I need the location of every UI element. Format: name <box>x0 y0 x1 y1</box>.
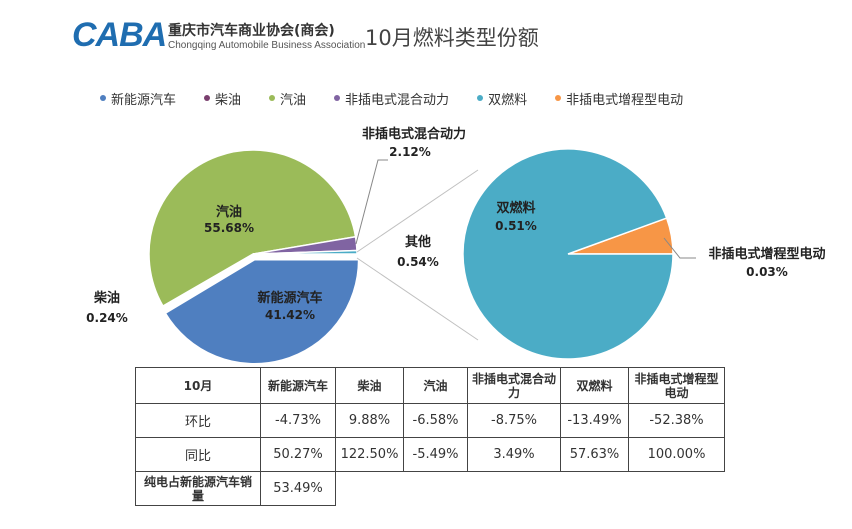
slice-value-label: 0.54% <box>397 255 439 269</box>
logo-english-name: Chongqing Automobile Business Associatio… <box>168 40 366 51</box>
leader-line <box>663 237 696 259</box>
legend-label: 柴油 <box>215 92 242 108</box>
row-label: 纯电占新能源汽车销量 <box>135 471 261 506</box>
legend-marker <box>269 95 276 101</box>
slice-label: 非插电式混合动力 <box>362 126 466 142</box>
table-header-cell: 非插电式增程型电动 <box>628 367 725 404</box>
slice-label: 汽油 <box>216 204 242 220</box>
legend-label: 非插电式混合动力 <box>345 92 450 108</box>
table-header-cell: 非插电式混合动力 <box>467 367 561 404</box>
slice-label: 其他 <box>405 234 431 250</box>
slice-value-label: 0.03% <box>746 265 788 279</box>
legend-item: 双燃料 <box>477 88 527 108</box>
table-cell: 53.49% <box>260 471 336 506</box>
legend-marker <box>477 95 484 101</box>
slice-value-label: 55.68% <box>204 221 254 235</box>
table-cell: 100.00% <box>628 437 725 472</box>
table-header-cell: 柴油 <box>335 367 404 404</box>
slice-value-label: 41.42% <box>265 308 315 322</box>
empty-area <box>336 472 725 506</box>
table-header-cell: 10月 <box>135 367 261 404</box>
table-cell: 57.63% <box>560 437 629 472</box>
table-row-bev-share: 纯电占新能源汽车销量 53.49% <box>135 471 725 506</box>
table-cell: 9.88% <box>335 403 404 438</box>
pie-slice-gasoline <box>148 149 357 308</box>
slice-label: 双燃料 <box>496 200 535 216</box>
row-label: 环比 <box>135 403 261 438</box>
table-header-cell: 新能源汽车 <box>260 367 336 404</box>
data-table: 10月 新能源汽车 柴油 汽油 非插电式混合动力 双燃料 非插电式增程型电动 环… <box>135 367 725 506</box>
leader-line <box>355 159 388 245</box>
legend-label: 汽油 <box>280 92 307 108</box>
table-header-row: 10月 新能源汽车 柴油 汽油 非插电式混合动力 双燃料 非插电式增程型电动 <box>135 367 725 404</box>
connector-line <box>356 169 479 253</box>
pie-slice-dual-fuel <box>462 148 674 360</box>
table-row-mom: 环比 -4.73% 9.88% -6.58% -8.75% -13.49% -5… <box>135 403 725 438</box>
legend-marker <box>204 95 211 101</box>
table-header-cell: 汽油 <box>403 367 468 404</box>
table-row-yoy: 同比 50.27% 122.50% -5.49% 3.49% 57.63% 10… <box>135 437 725 472</box>
legend-item: 非插电式增程型电动 <box>555 88 683 108</box>
slice-label: 柴油 <box>93 290 120 306</box>
table-cell: -6.58% <box>403 403 468 438</box>
pie-slice-new-energy <box>164 259 360 365</box>
connector-line <box>356 257 479 341</box>
legend-marker <box>100 95 106 101</box>
slice-label: 非插电式增程型电动 <box>708 246 825 262</box>
pie-slice-other <box>252 249 358 255</box>
slice-value-label: 0.24% <box>86 311 128 325</box>
slice-value-label: 0.51% <box>495 219 537 233</box>
legend-label: 新能源汽车 <box>111 92 177 108</box>
logo-mark: CABA <box>72 16 167 54</box>
legend-item: 柴油 <box>204 88 241 108</box>
table-cell: -5.49% <box>403 437 468 472</box>
legend-label: 非插电式增程型电动 <box>566 92 684 108</box>
logo: CABA 重庆市汽车商业协会(商会) Chongqing Automobile … <box>72 16 372 66</box>
slice-label: 新能源汽车 <box>257 290 322 306</box>
table-cell: -13.49% <box>560 403 629 438</box>
table-cell: -8.75% <box>467 403 561 438</box>
table-cell: -4.73% <box>260 403 336 438</box>
legend-item: 非插电式混合动力 <box>334 88 449 108</box>
slice-value-label: 2.12% <box>389 145 431 159</box>
table-cell: 50.27% <box>260 437 336 472</box>
legend-item: 新能源汽车 <box>100 88 176 108</box>
page-title: 10月燃料类型份额 <box>365 26 539 50</box>
chart-legend: 新能源汽车 柴油 汽油 非插电式混合动力 双燃料 非插电式增程型电动 <box>100 88 683 108</box>
table-cell: 3.49% <box>467 437 561 472</box>
table-cell: 122.50% <box>335 437 404 472</box>
table-header-cell: 双燃料 <box>560 367 629 404</box>
row-label: 同比 <box>135 437 261 472</box>
legend-item: 汽油 <box>269 88 306 108</box>
table-cell: -52.38% <box>628 403 725 438</box>
legend-marker <box>555 95 562 101</box>
legend-marker <box>334 95 341 101</box>
logo-chinese-name: 重庆市汽车商业协会(商会) <box>168 23 335 39</box>
legend-label: 双燃料 <box>488 92 528 108</box>
